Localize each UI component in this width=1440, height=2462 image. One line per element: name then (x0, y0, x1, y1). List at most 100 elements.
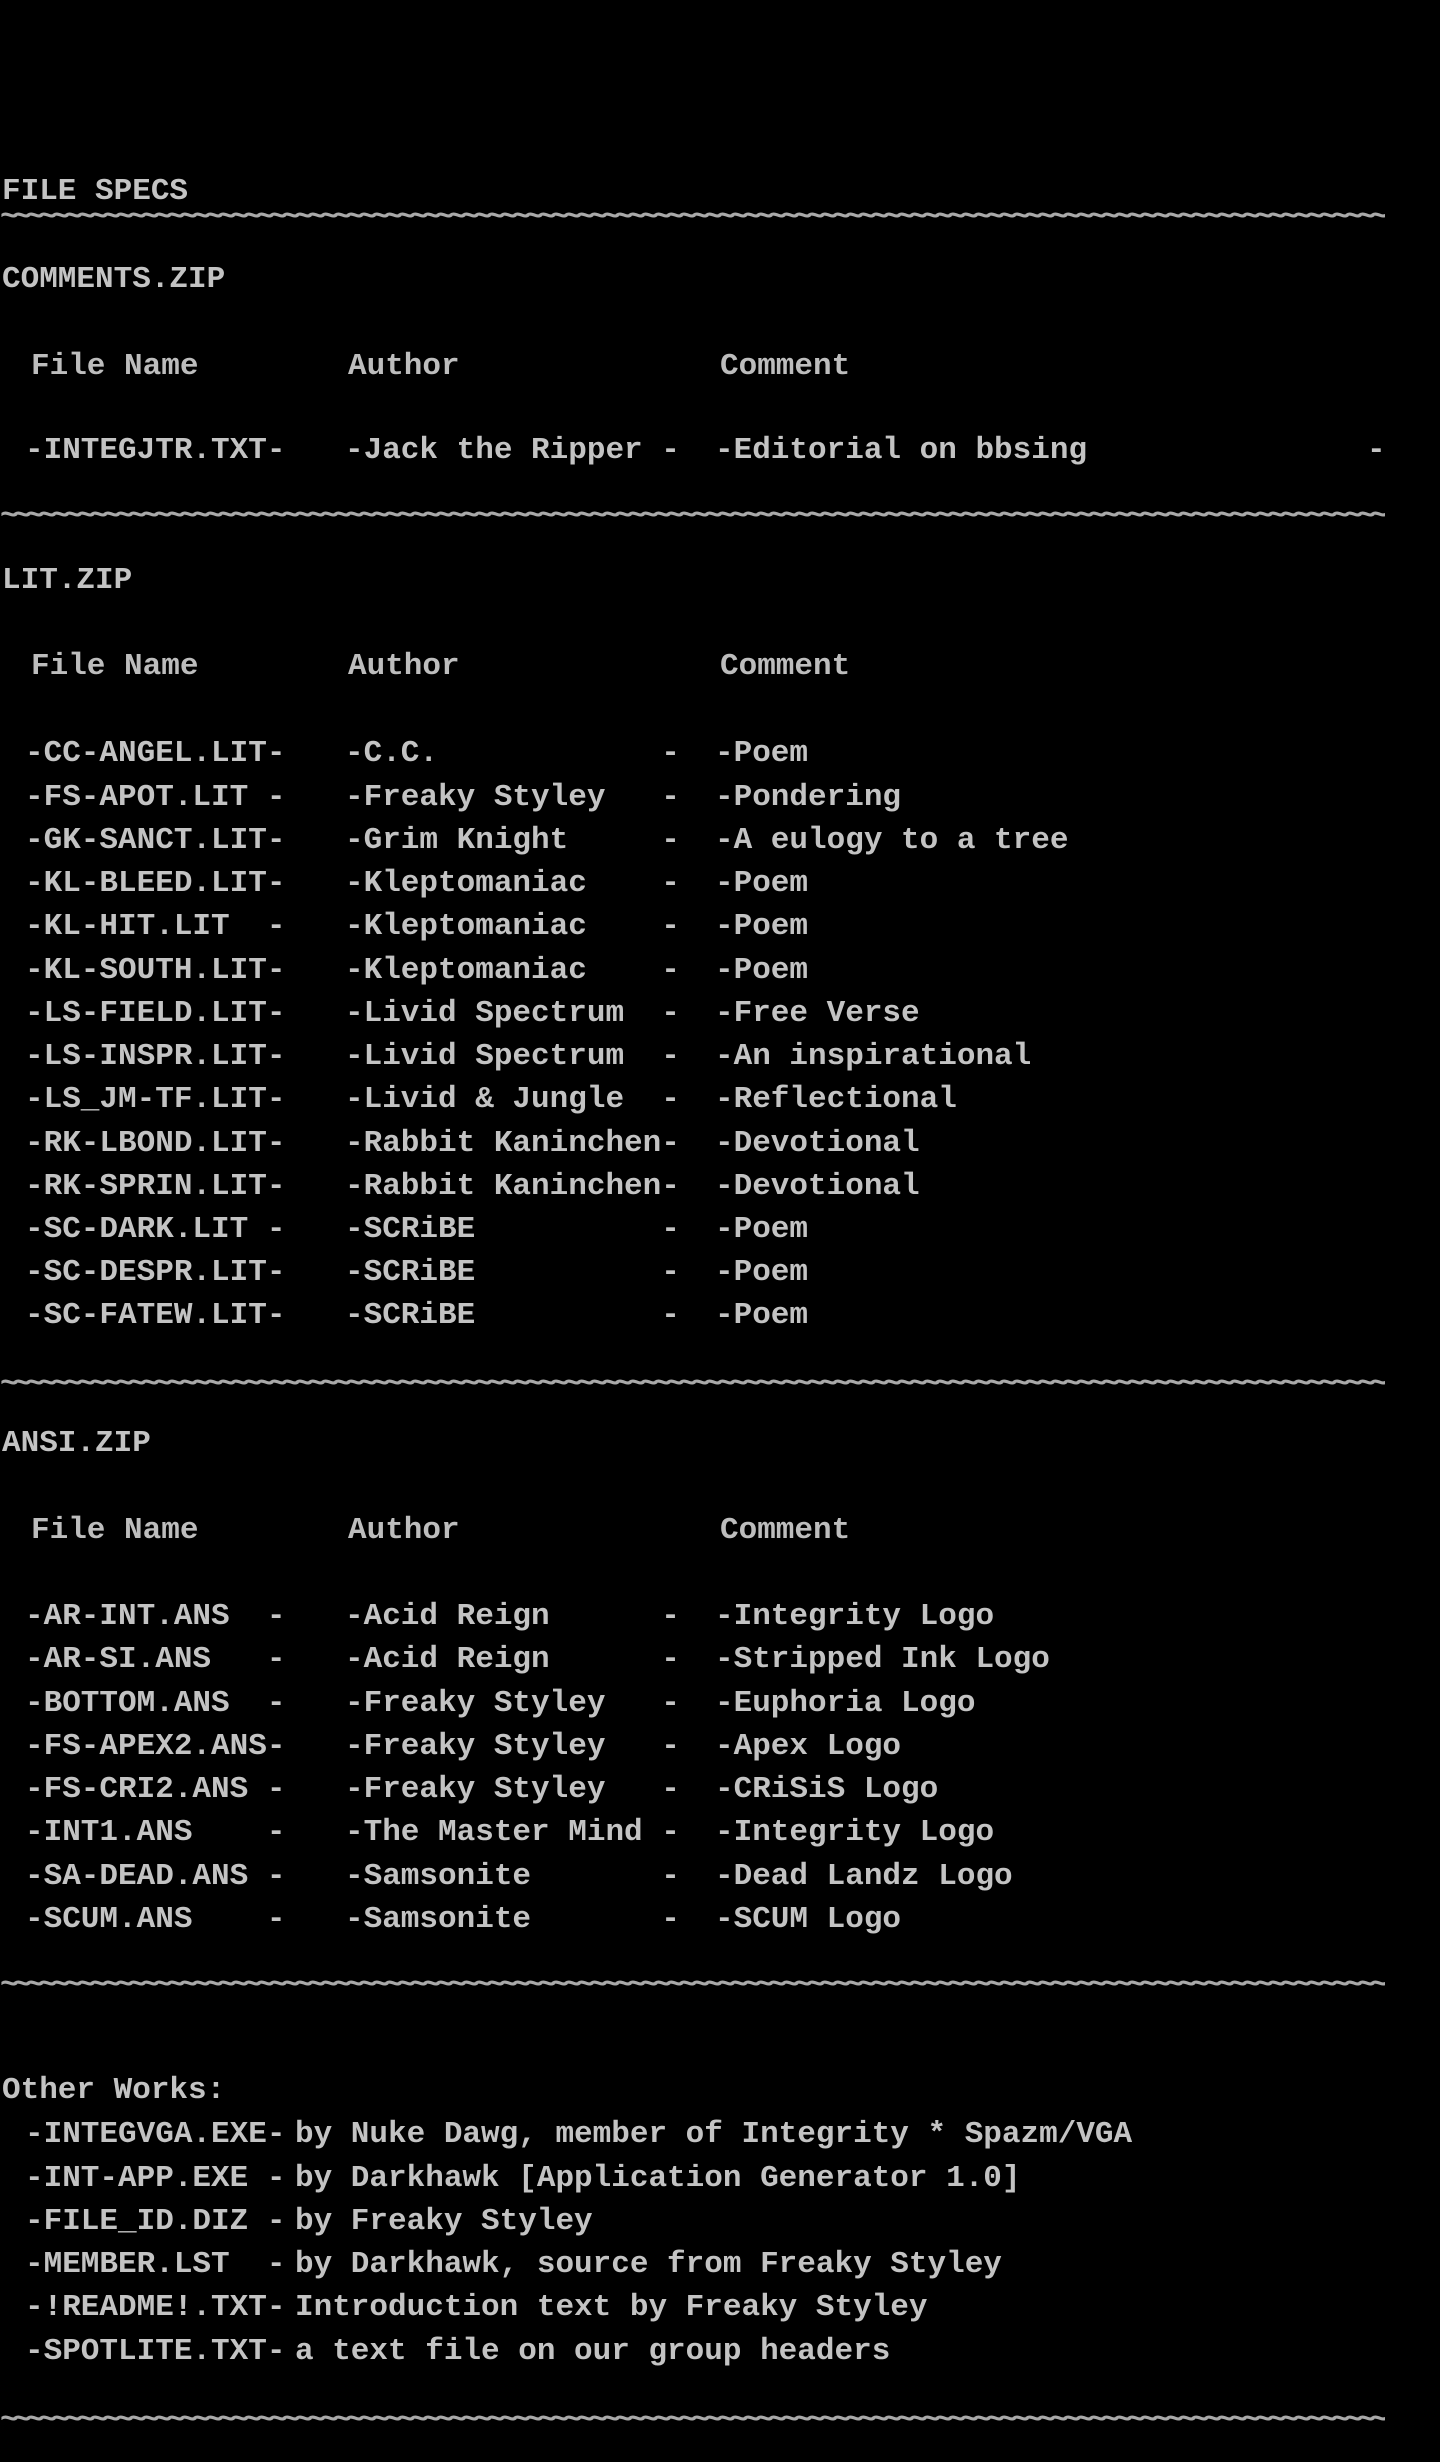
file-row: -SC-FATEW.LIT- -SCRiBE - -Poem (0, 1294, 1440, 1337)
author-cell: -SCRiBE - (345, 1255, 680, 1290)
work-desc-cell: by Darkhawk, source from Freaky Styley (295, 2247, 1002, 2282)
file-name-cell: -FS-APOT.LIT - (25, 780, 286, 815)
comment-cell: -CRiSiS Logo (715, 1772, 939, 1807)
other-work-row: -MEMBER.LST - by Darkhawk, source from F… (0, 2243, 1440, 2286)
comment-cell: -Poem (715, 866, 809, 901)
comment-cell: -Apex Logo (715, 1729, 902, 1764)
other-work-row: -INT-APP.EXE - by Darkhawk [Application … (0, 2157, 1440, 2200)
file-row: -AR-SI.ANS - -Acid Reign - -Stripped Ink… (0, 1638, 1440, 1681)
column-header-author: Author (348, 1513, 460, 1548)
column-header-row: File Name Author Comment (0, 1509, 1440, 1552)
author-cell: -Rabbit Kaninchen- (345, 1126, 680, 1161)
comment-cell: -Dead Landz Logo (715, 1859, 1013, 1894)
file-row: -SC-DARK.LIT - -SCRiBE - -Poem (0, 1208, 1440, 1251)
file-name-cell: -SCUM.ANS - (25, 1902, 286, 1937)
file-name-cell: -KL-BLEED.LIT- (25, 866, 286, 901)
column-header-file: File Name (31, 349, 199, 384)
file-name-cell: -SC-DESPR.LIT- (25, 1255, 286, 1290)
file-row: -KL-SOUTH.LIT- -Kleptomaniac - -Poem (0, 949, 1440, 992)
other-work-row: -INTEGVGA.EXE- by Nuke Dawg, member of I… (0, 2113, 1440, 2156)
comment-cell: -Stripped Ink Logo (715, 1642, 1050, 1677)
author-cell: -Kleptomaniac - (345, 866, 680, 901)
file-name-cell: -INTEGJTR.TXT- (25, 433, 286, 468)
file-row: -SC-DESPR.LIT- -SCRiBE - -Poem (0, 1251, 1440, 1294)
work-desc-cell: by Freaky Styley (295, 2204, 593, 2239)
file-name-cell: -AR-SI.ANS - (25, 1642, 286, 1677)
archive-title-comments: COMMENTS.ZIP (2, 262, 226, 297)
comment-cell: -Devotional (715, 1169, 920, 1204)
author-cell: -Livid Spectrum - (345, 996, 680, 1031)
file-row: -SCUM.ANS - -Samsonite - -SCUM Logo (0, 1898, 1440, 1941)
file-row: -KL-BLEED.LIT- -Kleptomaniac - -Poem (0, 862, 1440, 905)
separator-line: ~~~~~~~~~~~~~~~~~~~~~~~~~~~~~~~~~~~~~~~~… (0, 1367, 1385, 1402)
file-row: -BOTTOM.ANS - -Freaky Styley - -Euphoria… (0, 1682, 1440, 1725)
author-cell: -Kleptomaniac - (345, 953, 680, 988)
work-file-cell: -SPOTLITE.TXT- (25, 2334, 286, 2369)
comment-cell: -SCUM Logo (715, 1902, 902, 1937)
comment-cell: -Poem (715, 736, 809, 771)
page-title: FILE SPECS (2, 174, 189, 209)
other-works-title: Other Works: (2, 2073, 226, 2108)
file-name-cell: -FS-APEX2.ANS- (25, 1729, 286, 1764)
file-name-cell: -FS-CRI2.ANS - (25, 1772, 286, 1807)
comment-cell: -Poem (715, 1298, 809, 1333)
column-header-author: Author (348, 349, 460, 384)
file-name-cell: -KL-SOUTH.LIT- (25, 953, 286, 988)
file-name-cell: -LS-FIELD.LIT- (25, 996, 286, 1031)
file-row: -SA-DEAD.ANS - -Samsonite - -Dead Landz … (0, 1855, 1440, 1898)
file-name-cell: -RK-LBOND.LIT- (25, 1126, 286, 1161)
separator-line: ~~~~~~~~~~~~~~~~~~~~~~~~~~~~~~~~~~~~~~~~… (0, 2403, 1385, 2438)
comment-cell: -Pondering (715, 780, 902, 815)
file-row: -FS-CRI2.ANS - -Freaky Styley - -CRiSiS … (0, 1768, 1440, 1811)
comment-cell: -An inspirational (715, 1039, 1032, 1074)
column-header-comment: Comment (720, 649, 851, 684)
file-row: -KL-HIT.LIT - -Kleptomaniac - -Poem (0, 905, 1440, 948)
comment-cell: -Reflectional (715, 1082, 957, 1117)
comment-cell: -Euphoria Logo (715, 1686, 976, 1721)
author-cell: -Freaky Styley - (345, 1729, 680, 1764)
file-name-cell: -GK-SANCT.LIT- (25, 823, 286, 858)
author-cell: -The Master Mind - (345, 1815, 680, 1850)
file-row: -GK-SANCT.LIT- -Grim Knight - -A eulogy … (0, 819, 1440, 862)
author-cell: -SCRiBE - (345, 1298, 680, 1333)
work-desc-cell: a text file on our group headers (295, 2334, 891, 2369)
file-row: -FS-APEX2.ANS- -Freaky Styley - -Apex Lo… (0, 1725, 1440, 1768)
row-tail-dash: - (1367, 433, 1386, 468)
file-name-cell: -INT1.ANS - (25, 1815, 286, 1850)
work-file-cell: -FILE_ID.DIZ - (25, 2204, 286, 2239)
archive-title-ansi: ANSI.ZIP (2, 1426, 151, 1461)
file-name-cell: -SC-DARK.LIT - (25, 1212, 286, 1247)
author-cell: -Livid Spectrum - (345, 1039, 680, 1074)
file-row: -FS-APOT.LIT - -Freaky Styley - -Ponderi… (0, 776, 1440, 819)
author-cell: -Grim Knight - (345, 823, 680, 858)
comment-cell: -Poem (715, 909, 809, 944)
comment-cell: -Free Verse (715, 996, 920, 1031)
work-file-cell: -INTEGVGA.EXE- (25, 2117, 286, 2152)
comment-cell: -Devotional (715, 1126, 920, 1161)
work-desc-cell: by Nuke Dawg, member of Integrity * Spaz… (295, 2117, 1133, 2152)
archive-title-lit: LIT.ZIP (2, 563, 133, 598)
file-row: -INTEGJTR.TXT- -Jack the Ripper - -Edito… (0, 429, 1440, 472)
column-header-comment: Comment (720, 349, 851, 384)
file-name-cell: -SA-DEAD.ANS - (25, 1859, 286, 1894)
work-file-cell: -!README!.TXT- (25, 2290, 286, 2325)
work-desc-cell: Introduction text by Freaky Styley (295, 2290, 928, 2325)
file-name-cell: -CC-ANGEL.LIT- (25, 736, 286, 771)
author-cell: -Samsonite - (345, 1859, 680, 1894)
author-cell: -Samsonite - (345, 1902, 680, 1937)
file-row: -CC-ANGEL.LIT- -C.C. - -Poem (0, 732, 1440, 775)
file-name-cell: -AR-INT.ANS - (25, 1599, 286, 1634)
author-cell: -Jack the Ripper - (345, 433, 680, 468)
file-row: -LS-INSPR.LIT- -Livid Spectrum - -An ins… (0, 1035, 1440, 1078)
column-header-author: Author (348, 649, 460, 684)
file-name-cell: -BOTTOM.ANS - (25, 1686, 286, 1721)
author-cell: -Freaky Styley - (345, 780, 680, 815)
file-name-cell: -RK-SPRIN.LIT- (25, 1169, 286, 1204)
column-header-file: File Name (31, 649, 199, 684)
column-header-file: File Name (31, 1513, 199, 1548)
comment-cell: -Poem (715, 953, 809, 988)
comment-cell: -Poem (715, 1255, 809, 1290)
file-row: -LS_JM-TF.LIT- -Livid & Jungle - -Reflec… (0, 1078, 1440, 1121)
comment-cell: -Poem (715, 1212, 809, 1247)
comment-cell: -Integrity Logo (715, 1599, 995, 1634)
